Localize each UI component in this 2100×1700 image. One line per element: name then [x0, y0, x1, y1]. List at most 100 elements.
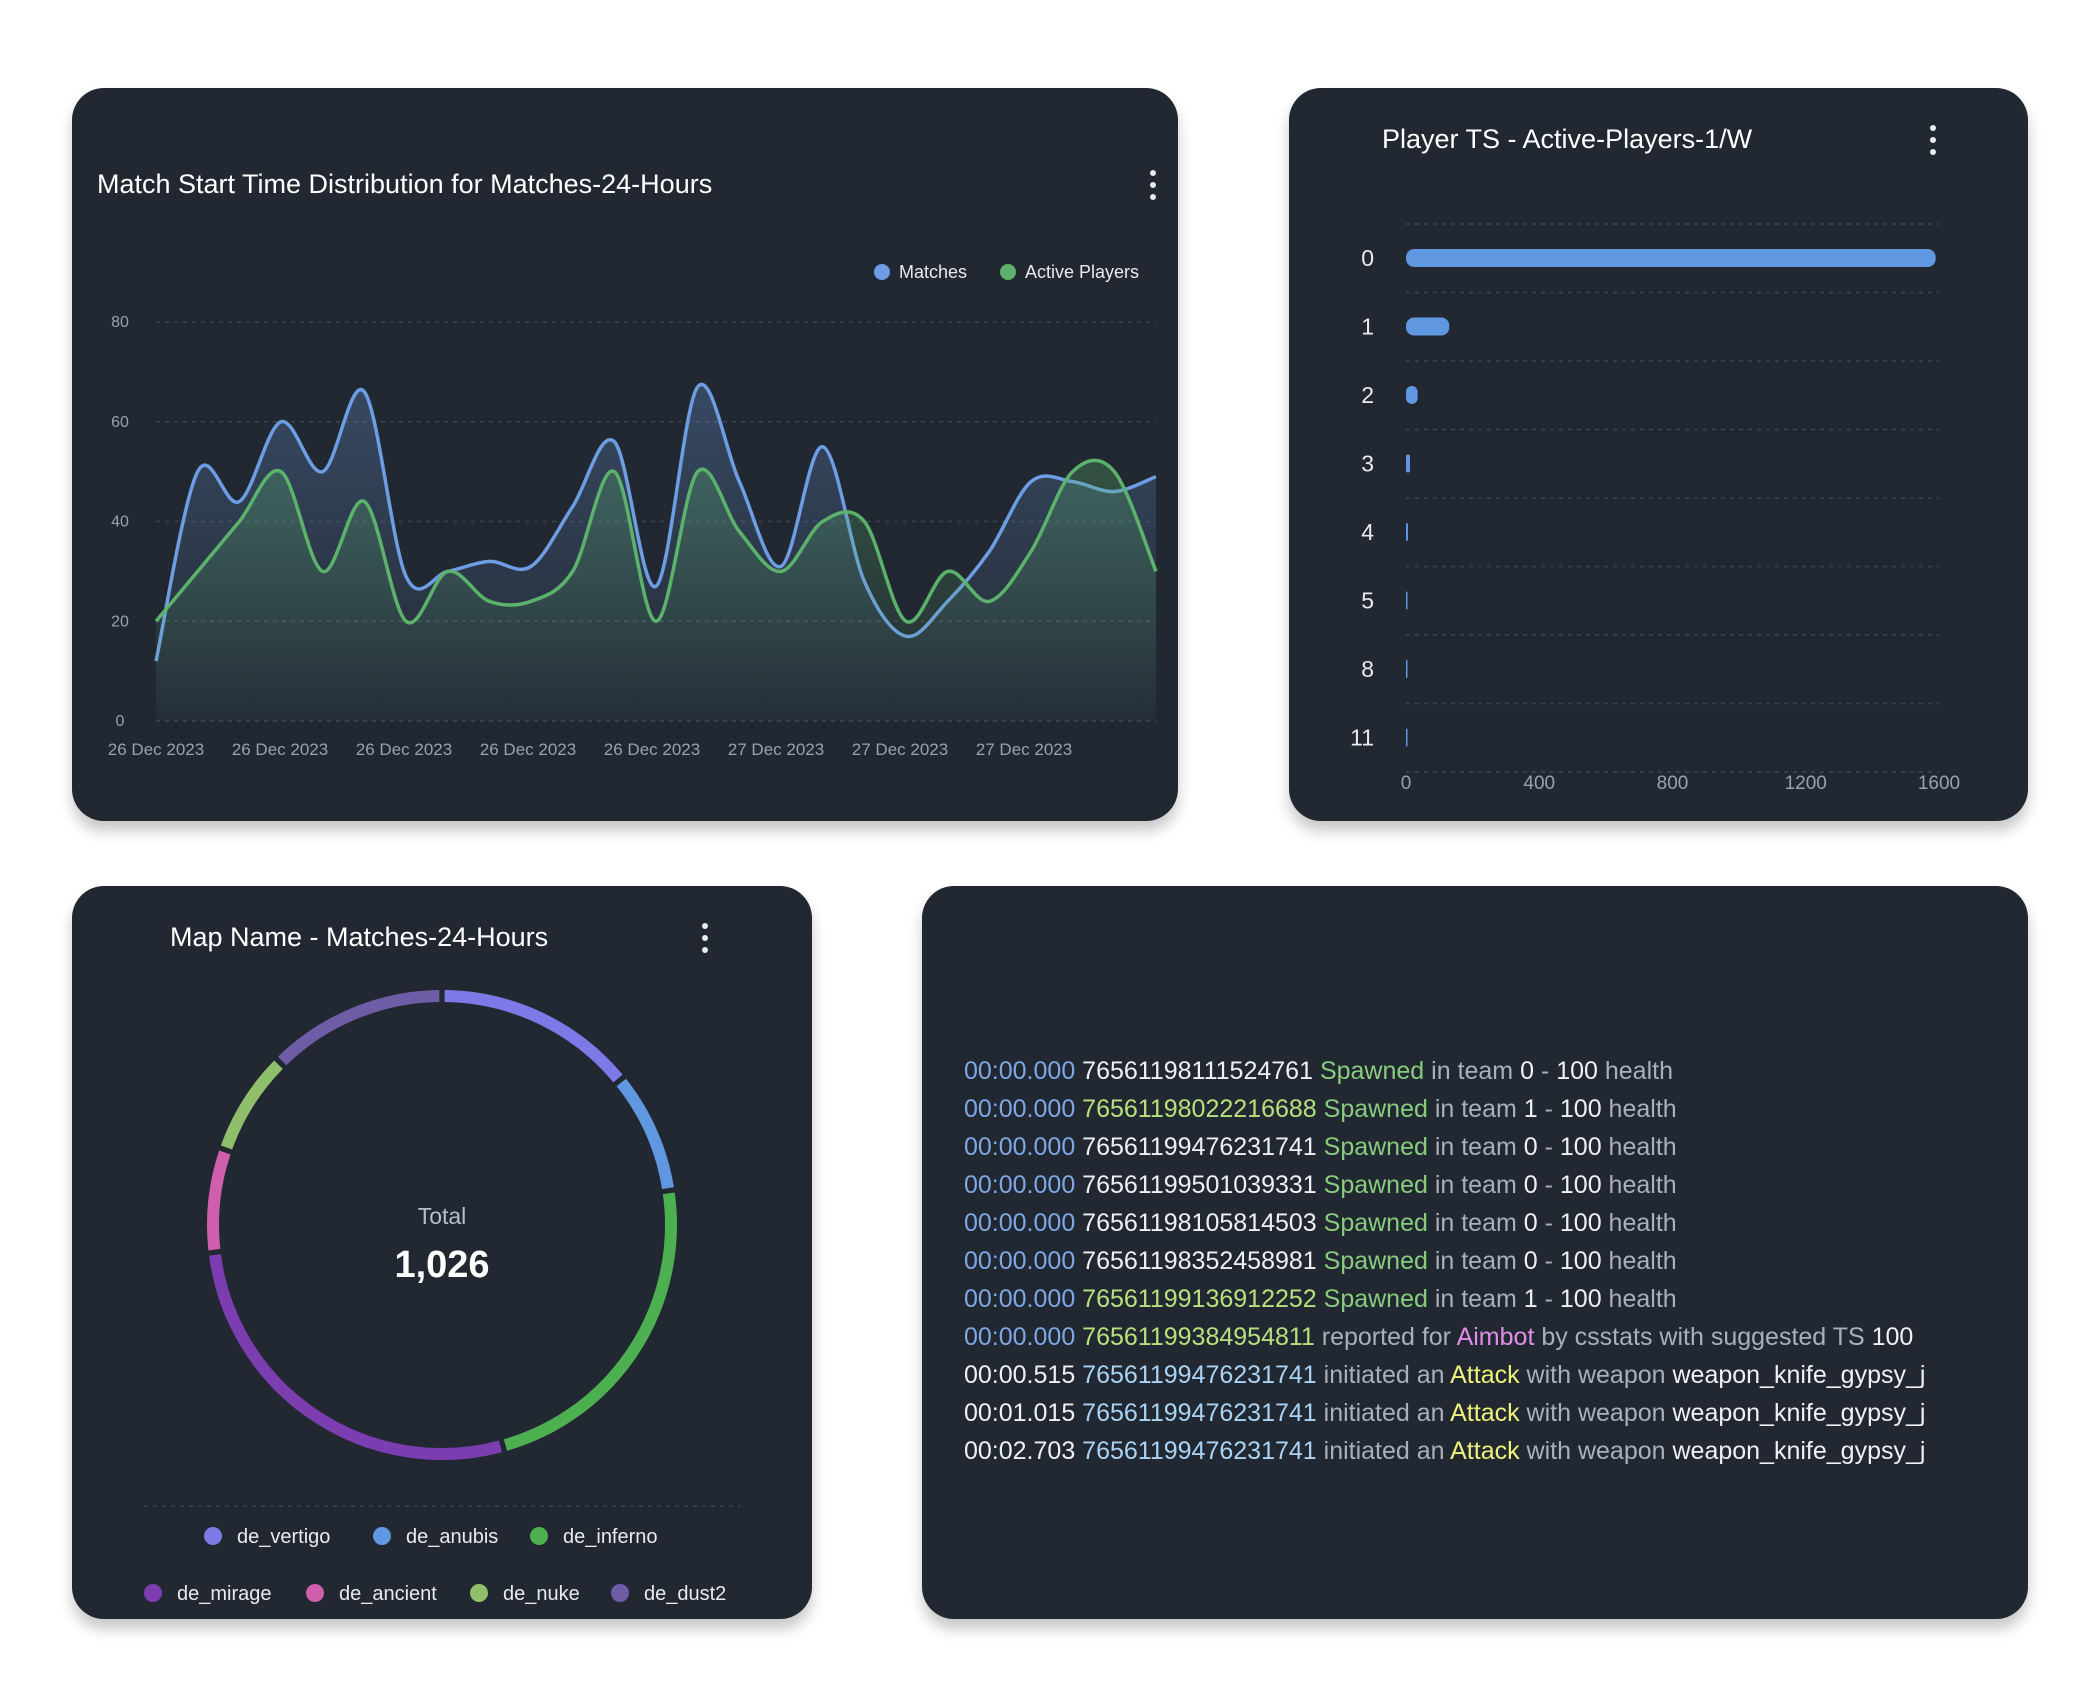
log-segment: health — [1601, 1171, 1677, 1199]
legend-marker — [144, 1584, 162, 1602]
log-segment: 100 — [1559, 1095, 1602, 1123]
donut-slice-de-mirage — [209, 1254, 502, 1460]
log-segment: 0 — [1523, 1133, 1538, 1161]
event-log-card: 00:00.000 76561198111524761 Spawned in t… — [922, 886, 2028, 1619]
log-segment: 100 — [1559, 1247, 1602, 1275]
y-category-label: 1 — [1361, 314, 1374, 340]
bar — [1406, 317, 1450, 336]
y-category-label: 5 — [1361, 588, 1374, 614]
log-segment — [1317, 1095, 1324, 1123]
log-segment: 00:00.000 — [964, 1057, 1076, 1085]
bar-chart: 0 1 2 3 4 5 8 11 0 400 800 1200 1600 — [1350, 223, 1960, 794]
legend-label: de_inferno — [563, 1526, 658, 1548]
log-segment: Aimbot — [1456, 1323, 1535, 1351]
log-segment: by csstats with suggested TS — [1534, 1323, 1872, 1351]
log-segment — [1313, 1057, 1320, 1085]
legend-marker — [611, 1584, 629, 1602]
log-segment: 0 — [1523, 1171, 1538, 1199]
log-segment: health — [1601, 1247, 1677, 1275]
bar — [1406, 454, 1410, 473]
log-line: 00:00.000 76561198352458981 Spawned in t… — [964, 1242, 1925, 1280]
log-segment: in team — [1427, 1133, 1524, 1161]
log-segment: with weapon — [1519, 1361, 1673, 1389]
log-segment: Spawned — [1323, 1095, 1428, 1123]
x-tick-label: 27 Dec 2023 — [976, 740, 1072, 759]
log-segment: 1 — [1523, 1285, 1538, 1313]
series-line-active-players — [154, 458, 1158, 625]
log-segment: 100 — [1559, 1133, 1602, 1161]
log-segment: Spawned — [1323, 1171, 1428, 1199]
donut-slice-de-ancient — [207, 1150, 231, 1251]
log-segment: Spawned — [1323, 1209, 1428, 1237]
log-segment — [1317, 1285, 1324, 1313]
log-segment: - — [1537, 1133, 1560, 1161]
legend-label: de_mirage — [177, 1583, 272, 1605]
log-segment: with weapon — [1519, 1437, 1673, 1465]
x-tick-label: 800 — [1657, 773, 1689, 794]
log-segment: 76561199136912252 — [1082, 1285, 1317, 1313]
log-segment: 00:00.000 — [964, 1285, 1076, 1313]
log-segment: - — [1537, 1247, 1560, 1275]
log-line: 00:00.000 76561198111524761 Spawned in t… — [964, 1052, 1925, 1090]
donut-slice-de-inferno — [503, 1192, 677, 1451]
x-tick-label: 26 Dec 2023 — [604, 740, 700, 759]
line-chart: 0 20 40 60 80 26 Dec 2023 26 Dec 2023 26 Dec 20… — [108, 262, 1158, 759]
log-segment: 00:00.000 — [964, 1095, 1076, 1123]
log-segment: 76561199476231741 — [1082, 1133, 1317, 1161]
log-segment: Spawned — [1323, 1247, 1428, 1275]
log-segment: Attack — [1450, 1437, 1520, 1465]
log-segment: in team — [1427, 1171, 1524, 1199]
y-tick-label: 20 — [111, 613, 129, 630]
log-segment: 100 — [1559, 1209, 1602, 1237]
log-segment: 100 — [1559, 1171, 1602, 1199]
legend-marker — [470, 1584, 488, 1602]
log-line: 00:00.000 76561198022216688 Spawned in t… — [964, 1090, 1925, 1128]
legend-label: Matches — [899, 262, 967, 282]
y-tick-label: 60 — [111, 414, 129, 431]
log-segment: 00:02.703 — [964, 1437, 1076, 1465]
log-line: 00:00.000 76561199136912252 Spawned in t… — [964, 1280, 1925, 1318]
y-category-label: 4 — [1361, 519, 1374, 545]
more-options-icon[interactable] — [1923, 123, 1943, 157]
log-segment: 0 — [1523, 1209, 1538, 1237]
legend-marker — [204, 1527, 222, 1545]
log-line: 00:01.015 76561199476231741 initiated an… — [964, 1394, 1925, 1432]
log-segment: health — [1601, 1095, 1677, 1123]
log-segment — [1317, 1171, 1324, 1199]
log-segment: 76561198105814503 — [1082, 1209, 1317, 1237]
log-segment: health — [1601, 1285, 1677, 1313]
log-segment: - — [1537, 1095, 1560, 1123]
log-segment: 76561198352458981 — [1082, 1247, 1317, 1275]
log-segment: 76561198022216688 — [1082, 1095, 1317, 1123]
log-segment: 76561199476231741 — [1082, 1399, 1317, 1427]
y-category-label: 0 — [1361, 245, 1374, 271]
y-tick-label: 80 — [111, 314, 129, 331]
more-options-icon[interactable] — [695, 921, 715, 955]
log-segment: weapon_knife_gypsy_j — [1672, 1361, 1926, 1389]
donut-slice-de-dust2 — [277, 990, 440, 1066]
log-segment: health — [1601, 1209, 1677, 1237]
log-segment: in team — [1427, 1247, 1524, 1275]
log-line: 00:00.000 76561199501039331 Spawned in t… — [964, 1166, 1925, 1204]
bar — [1406, 660, 1408, 678]
bar — [1406, 523, 1408, 541]
legend-label: de_dust2 — [644, 1583, 726, 1605]
event-log: 00:00.000 76561198111524761 Spawned in t… — [964, 1052, 1925, 1470]
log-segment: 00:00.000 — [964, 1133, 1076, 1161]
log-segment: 00:00.000 — [964, 1323, 1076, 1351]
log-segment: Spawned — [1319, 1057, 1425, 1085]
player-ts-card: Player TS - Active-Players-1/W 0 1 2 3 4 5 8 11… — [1289, 88, 2028, 821]
bar — [1406, 591, 1408, 610]
donut-slice-de-vertigo — [444, 990, 623, 1083]
log-line: 00:00.000 76561199476231741 Spawned in t… — [964, 1128, 1925, 1166]
card-title: Map Name - Matches-24-Hours — [170, 922, 549, 952]
legend-label: Active Players — [1025, 262, 1139, 282]
log-segment: Attack — [1450, 1361, 1520, 1389]
bar — [1406, 386, 1418, 404]
log-segment: 0 — [1520, 1057, 1534, 1085]
more-options-icon[interactable] — [1143, 168, 1163, 202]
log-segment: 00:01.015 — [964, 1399, 1076, 1427]
donut-slice-de-anubis — [616, 1078, 674, 1190]
log-segment: with weapon — [1519, 1399, 1673, 1427]
log-segment: - — [1533, 1057, 1557, 1085]
